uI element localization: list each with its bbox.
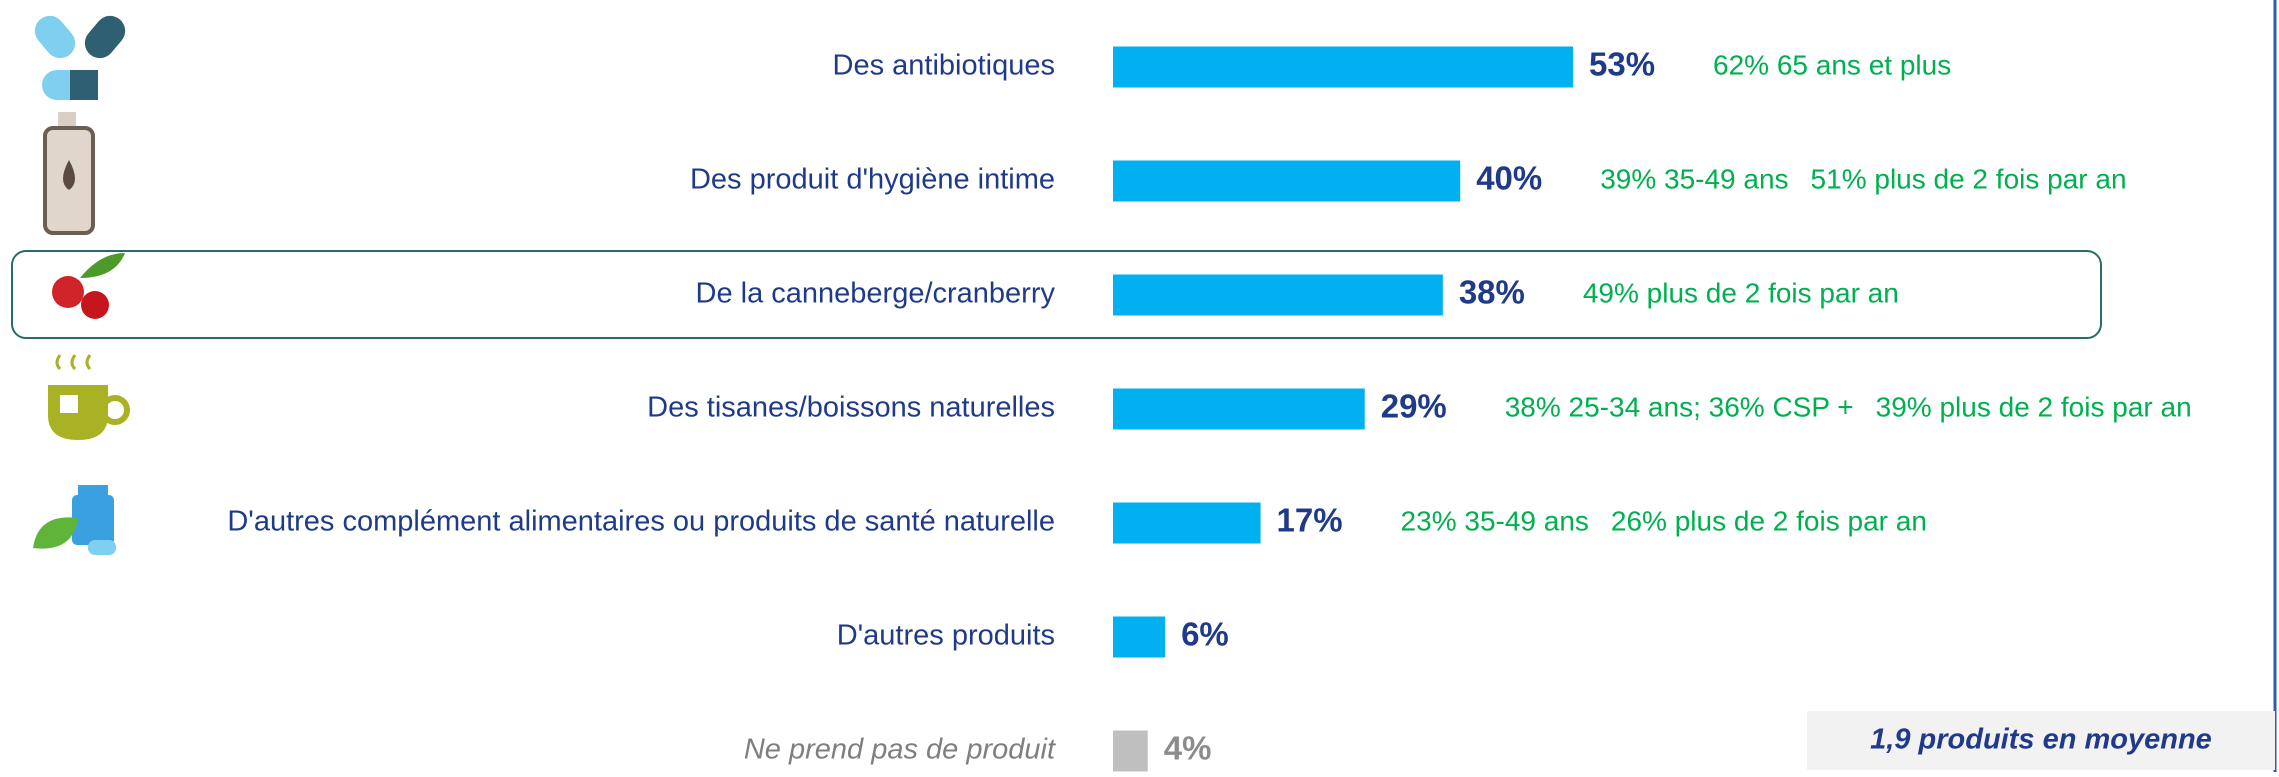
bar [1113,389,1365,430]
value-label: 6% [1181,616,1229,653]
annotation: 39% 35-49 ans [1600,163,1788,194]
chart: 1,9 produits en moyenne Des antibiotique… [0,0,2279,772]
icon-tea [48,355,127,440]
category-label: Ne prend pas de produit [744,734,1057,766]
icon-pills [29,10,132,100]
annotation: 51% plus de 2 fois par an [1811,163,2127,194]
category-label: D'autres produits [837,620,1055,652]
value-label: 4% [1164,730,1212,767]
bar [1113,47,1573,88]
page: 1,9 produits en moyenne Des antibiotique… [0,0,2279,772]
category-label: De la canneberge/cranberry [696,278,1056,310]
value-label: 29% [1381,388,1447,425]
category-label: Des antibiotiques [833,50,1055,82]
annotation: 62% 65 ans et plus [1713,49,1951,80]
annotation: 39% plus de 2 fois par an [1876,391,2192,422]
bar [1113,275,1443,316]
category-label: Des produit d'hygiène intime [690,164,1055,196]
bar [1113,731,1148,772]
icon-bottle [45,112,93,233]
value-label: 38% [1459,274,1525,311]
icon-cranberry [52,253,125,319]
annotation: 49% plus de 2 fois par an [1583,277,1899,308]
bar [1113,617,1165,658]
annotation: 26% plus de 2 fois par an [1611,505,1927,536]
annotation: 23% 35-49 ans [1401,505,1589,536]
value-label: 17% [1277,502,1343,539]
category-label: D'autres complément alimentaires ou prod… [227,506,1055,538]
bar [1113,161,1460,202]
annotation: 38% 25-34 ans; 36% CSP + [1505,391,1854,422]
bar [1113,503,1261,544]
icon-supplement [33,485,116,555]
note: 1,9 produits en moyenne [1870,724,2212,756]
value-label: 40% [1476,160,1542,197]
value-label: 53% [1589,46,1655,83]
category-label: Des tisanes/boissons naturelles [647,392,1055,424]
